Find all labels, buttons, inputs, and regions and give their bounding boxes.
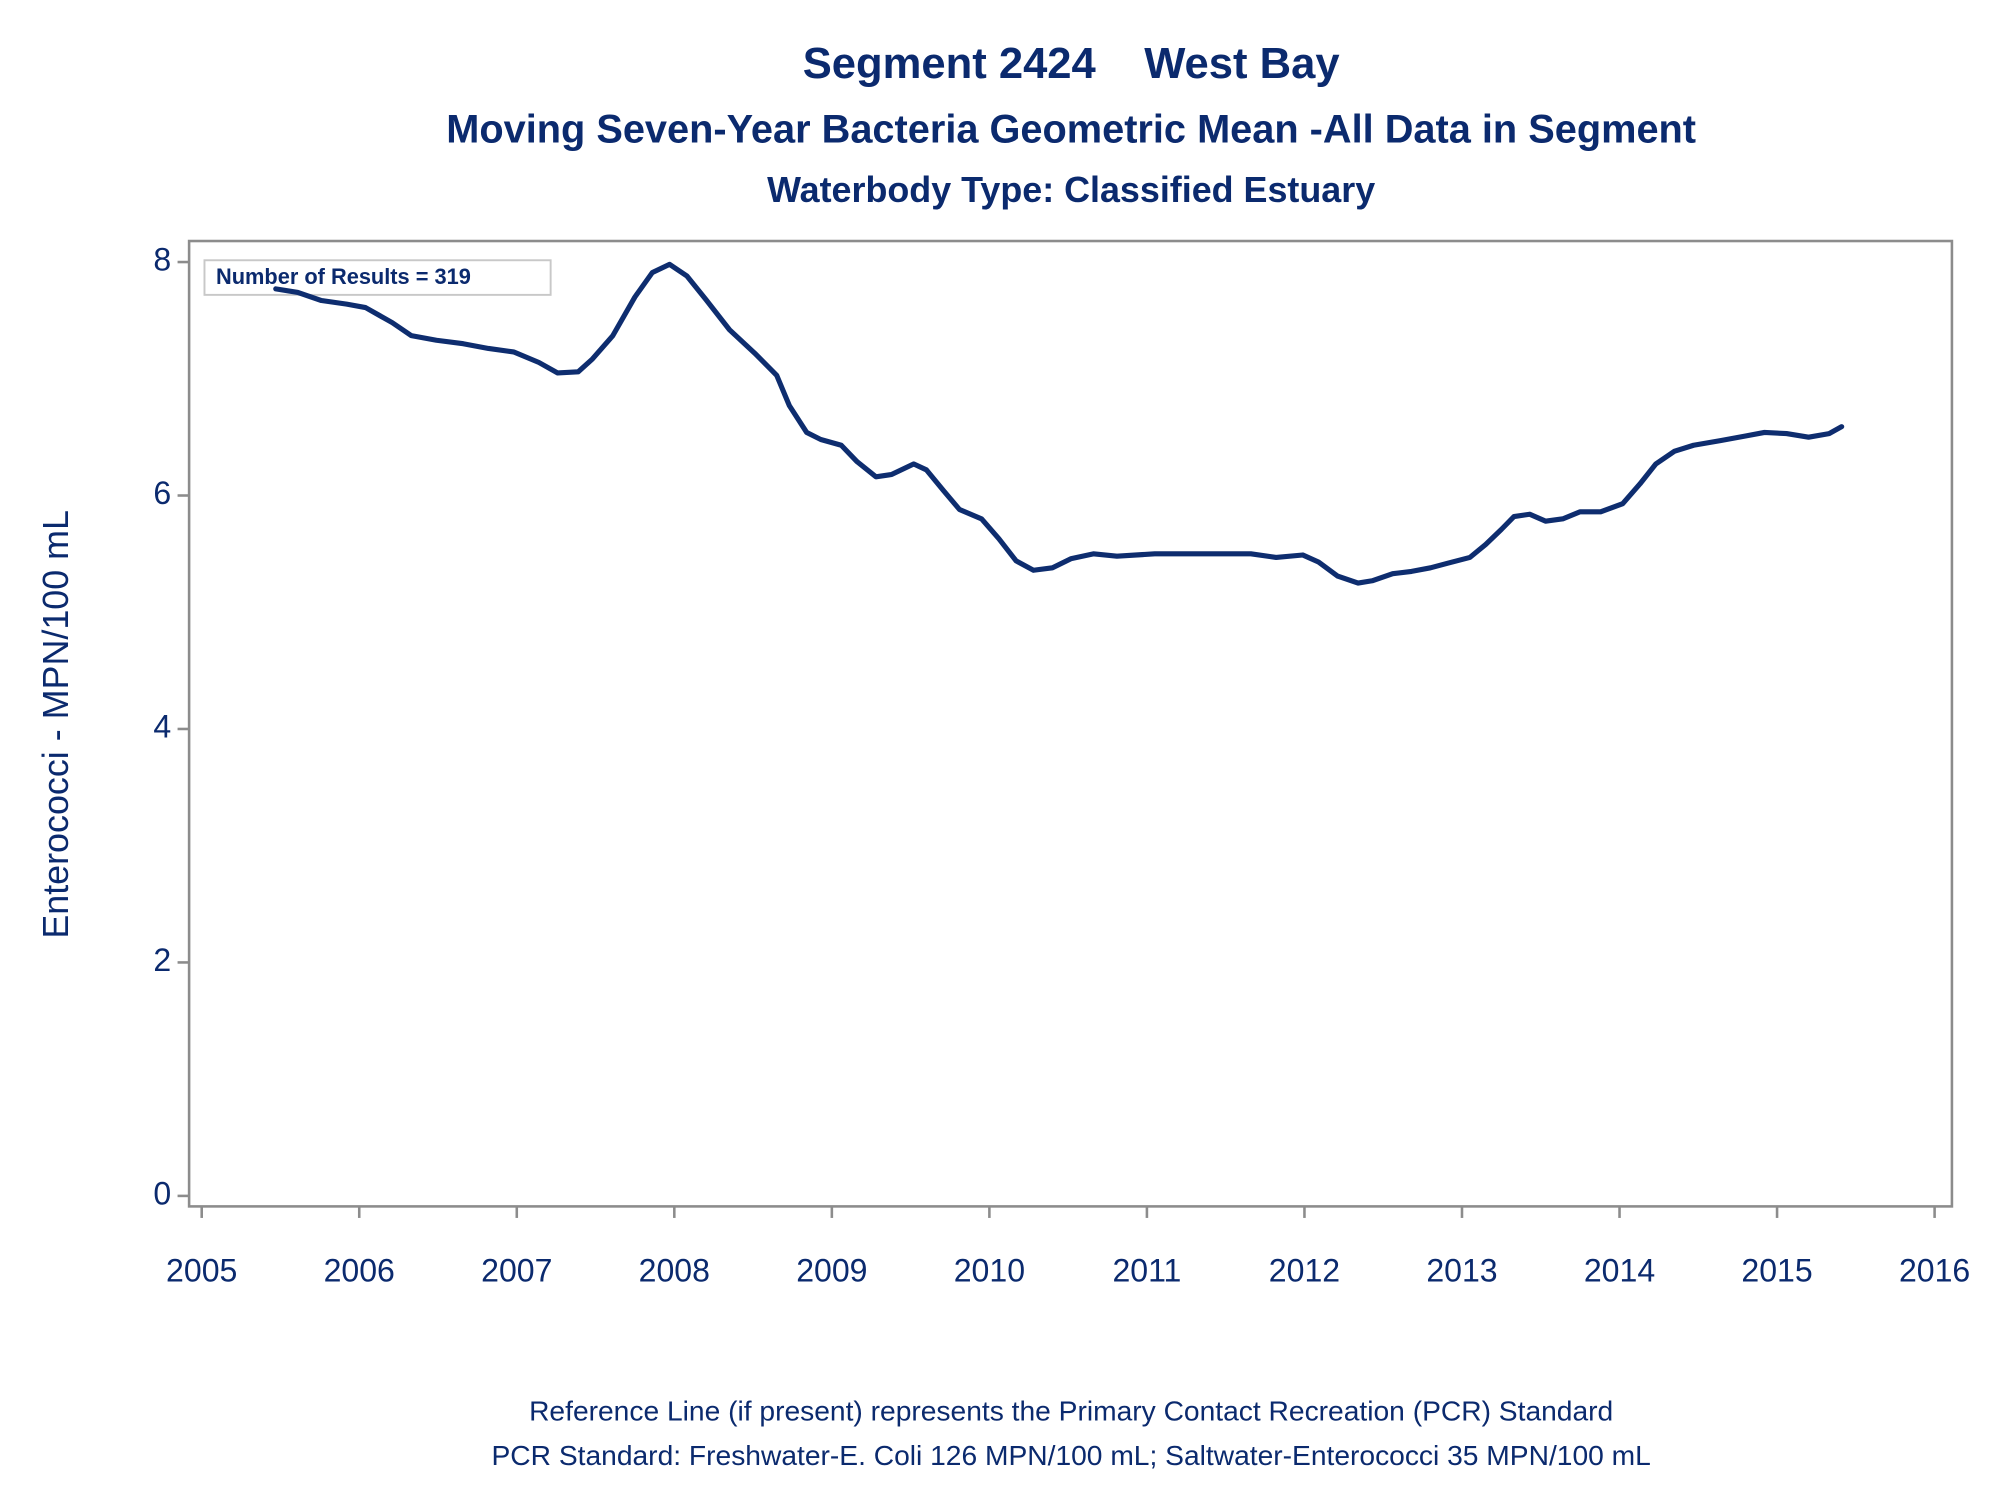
chart-subtitle: Waterbody Type: Classified Estuary: [767, 170, 1375, 210]
plot-frame: [187, 239, 1954, 1208]
x-tick-label: 2015: [1741, 1253, 1812, 1289]
x-tick-label: 2016: [1899, 1253, 1970, 1289]
x-tick-label: 2007: [481, 1253, 552, 1289]
x-tick-label: 2013: [1426, 1253, 1497, 1289]
y-axis-label: Enterococci - MPN/100 mL: [36, 510, 76, 939]
x-tick-label: 2009: [796, 1253, 867, 1289]
footnote: PCR Standard: Freshwater-E. Coli 126 MPN…: [492, 1439, 1651, 1471]
x-tick-label: 2005: [166, 1253, 237, 1289]
y-tick-label: 0: [153, 1175, 171, 1211]
annotation: Number of Results = 319: [216, 264, 471, 289]
chart-title: Segment 2424 West Bay: [803, 40, 1340, 88]
y-tick-label: 4: [153, 708, 171, 744]
y-tick-label: 6: [153, 475, 171, 511]
annotation-box: [203, 259, 552, 296]
x-tick-label: 2010: [954, 1253, 1025, 1289]
footnote: Reference Line (if present) represents t…: [529, 1394, 1613, 1426]
data-line: [273, 261, 1845, 586]
x-tick-label: 2014: [1584, 1253, 1655, 1289]
x-tick-label: 2011: [1112, 1253, 1181, 1289]
y-tick-label: 2: [153, 942, 171, 978]
x-tick-label: 2008: [639, 1253, 710, 1289]
x-tick-label: 2012: [1269, 1253, 1340, 1289]
chart-subtitle: Moving Seven-Year Bacteria Geometric Mea…: [446, 108, 1696, 152]
y-tick-label: 8: [153, 242, 171, 278]
x-tick-label: 2006: [324, 1253, 395, 1289]
